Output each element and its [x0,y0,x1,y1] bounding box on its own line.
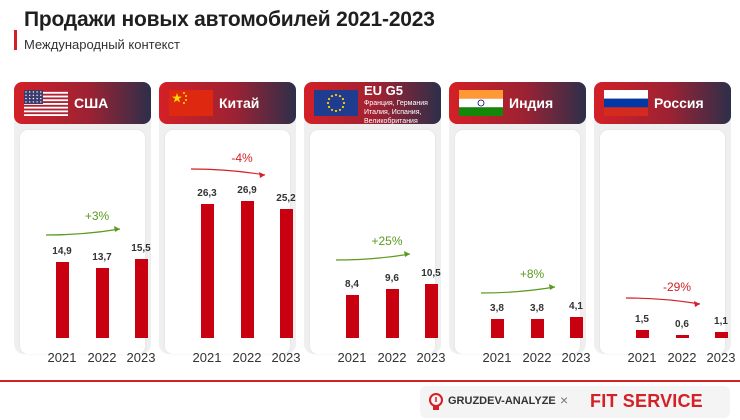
year-label: 2023 [416,350,446,365]
year-label: 2022 [522,350,552,365]
country-panel-header: Россия [594,82,731,124]
country-panel: Китай 26,3 2021 26,9 2022 25,2 2023 -4% [159,82,300,365]
country-panel-header: Китай [159,82,296,124]
bar-value-label: 14,9 [52,246,72,257]
bar-value-label: 3,8 [530,302,544,314]
country-panel: США 14,9 2021 13,7 2022 15,5 2023 +3% [14,82,155,365]
eu-country-list-line: Франция, Германия [364,100,428,107]
country-name: Россия [654,95,704,111]
change-percent-label: -29% [662,280,691,295]
footer-brand-left: GRUZDEV-ANALYZE [448,395,556,407]
year-label: 2021 [627,350,657,365]
country-name: Китай [219,95,260,111]
bar-2021 [490,318,504,338]
year-label: 2023 [561,350,591,365]
year-label: 2023 [271,350,301,365]
trend-arrow-icon [190,168,266,178]
country-name: EU G5 [364,83,404,98]
change-percent-label: +3% [84,208,110,223]
trend-arrow-icon [625,297,701,308]
country-panel-header: США [14,82,151,124]
bar-value-label: 25,2 [276,193,296,205]
year-label: 2022 [87,350,117,365]
bar-2021 [345,295,359,338]
eu-flag-icon [314,90,358,116]
trend-arrow-icon [335,251,411,262]
bar-value-label: 26,9 [237,184,257,196]
country-panel-header: EU G5 Франция, Германия Италия, Испания, Ве… [304,82,441,125]
year-label: 2023 [126,350,156,365]
bar-value-label: 13,7 [92,252,112,264]
bar-2023 [569,317,583,338]
footer-separator: × [560,392,569,408]
page-subtitle: Международный контекст [24,37,180,52]
bar-value-label: 4,1 [569,301,583,313]
china-flag-icon [169,90,213,116]
change-percent-label: +8% [519,267,545,282]
chart-card [600,130,725,354]
bar-2022 [675,334,689,338]
bar-value-label: 3,8 [490,302,504,314]
year-label: 2021 [337,350,367,365]
eu-country-list-line: Великобритания [364,118,418,125]
year-label: 2021 [192,350,222,365]
bar-2023 [279,209,293,338]
country-panel-header: Индия [449,82,586,124]
year-label: 2022 [377,350,407,365]
bar-2021 [200,203,214,338]
chart-card [310,130,435,354]
country-panel: Индия 3,8 2021 3,8 2022 4,1 2023 +8% [449,82,590,365]
bar-2023 [714,332,728,338]
trend-arrow-icon [480,284,556,294]
country-panel: EU G5 Франция, Германия Италия, Испания, Ве… [304,82,445,365]
lightbulb-icon [429,393,443,410]
bar-2022 [240,200,254,338]
bar-2022 [530,318,544,338]
footer-divider [0,380,740,382]
eu-country-list-line: Италия, Испания, [364,109,422,116]
year-label: 2023 [706,350,736,365]
chart-card [165,130,290,354]
bar-value-label: 1,5 [635,314,649,326]
footer-brand-box [420,386,730,418]
bar-value-label: 26,3 [197,187,217,199]
country-name: Индия [509,95,554,111]
russia-flag-icon [604,90,648,116]
trend-arrow-icon [45,225,121,236]
bar-value-label: 10,5 [421,268,441,280]
year-label: 2021 [47,350,77,365]
bar-value-label: 8,4 [345,279,359,291]
bar-2021 [635,330,649,338]
country-name: США [74,95,109,111]
year-label: 2022 [667,350,697,365]
usa-flag-icon [24,90,68,116]
india-flag-icon [459,90,503,116]
country-panel: Россия 1,5 2021 0,6 2022 1,1 2023 -29% [594,82,735,365]
year-label: 2021 [482,350,512,365]
bar-2023 [134,258,148,338]
chart-card [20,130,145,354]
chart-card [455,130,580,354]
bar-value-label: 0,6 [675,318,689,330]
bar-2022 [95,268,109,338]
change-percent-label: -4% [231,150,253,165]
bar-2023 [424,284,438,338]
page-title: Продажи новых автомобилей 2021-2023 [24,8,435,31]
year-label: 2022 [232,350,262,365]
bar-2021 [55,262,69,338]
bar-value-label: 1,1 [714,316,728,328]
fit-service-logo: FIT SERVICE [590,391,703,411]
bar-value-label: 9,6 [385,273,399,285]
change-percent-label: +25% [371,234,403,249]
bar-value-label: 15,5 [131,242,151,254]
title-accent-bar [14,30,17,50]
bar-2022 [385,289,399,338]
